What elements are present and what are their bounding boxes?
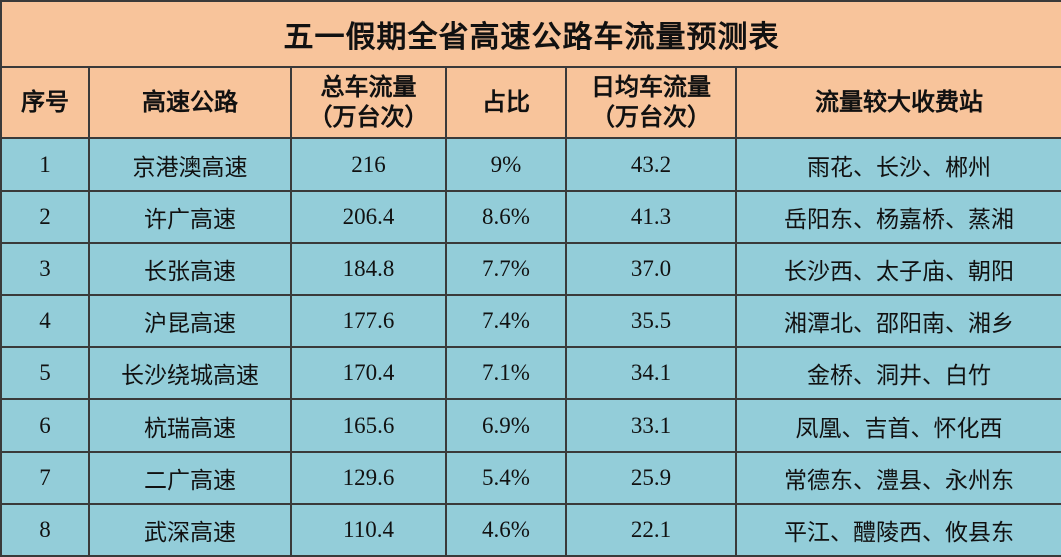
data-cell: 6 bbox=[0, 398, 90, 453]
data-cell: 沪昆高速 bbox=[88, 294, 292, 349]
data-cell: 岳阳东、杨嘉桥、蒸湘 bbox=[735, 189, 1061, 244]
data-cell: 凤凰、吉首、怀化西 bbox=[735, 398, 1061, 453]
data-cell: 9% bbox=[445, 137, 567, 192]
data-row: 7 二广高速 129.6 5.4% 25.9 常德东、澧县、永州东 bbox=[0, 450, 1061, 505]
data-cell: 5.4% bbox=[445, 450, 567, 505]
data-row: 2 许广高速 206.4 8.6% 41.3 岳阳东、杨嘉桥、蒸湘 bbox=[0, 189, 1061, 244]
header-unit: （万台次） bbox=[308, 104, 429, 131]
header-cell: 序号 bbox=[0, 66, 90, 140]
data-cell: 8 bbox=[0, 502, 90, 557]
header-cell: 流量较大收费站 bbox=[735, 66, 1061, 140]
data-cell: 杭瑞高速 bbox=[88, 398, 292, 453]
data-cell: 7.1% bbox=[445, 346, 567, 401]
header-cell: 占比 bbox=[445, 66, 567, 140]
data-cell: 平江、醴陵西、攸县东 bbox=[735, 502, 1061, 557]
data-cell: 武深高速 bbox=[88, 502, 292, 557]
data-cell: 216 bbox=[290, 137, 447, 192]
data-cell: 22.1 bbox=[565, 502, 737, 557]
data-cell: 25.9 bbox=[565, 450, 737, 505]
data-cell: 3 bbox=[0, 241, 90, 297]
data-cell: 长张高速 bbox=[88, 241, 292, 297]
data-cell: 177.6 bbox=[290, 294, 447, 349]
data-cell: 湘潭北、邵阳南、湘乡 bbox=[735, 294, 1061, 349]
data-cell: 二广高速 bbox=[88, 450, 292, 505]
data-cell: 7 bbox=[0, 450, 90, 505]
header-cell: 高速公路 bbox=[88, 66, 292, 140]
data-cell: 4.6% bbox=[445, 502, 567, 557]
data-cell: 8.6% bbox=[445, 189, 567, 244]
data-cell: 35.5 bbox=[565, 294, 737, 349]
data-cell: 1 bbox=[0, 137, 90, 192]
header-row: 序号 高速公路 总车流量 （万台次） 占比 日均车流量 （万台次） 流量较大收费站 bbox=[0, 66, 1061, 140]
data-cell: 常德东、澧县、永州东 bbox=[735, 450, 1061, 505]
data-row: 3 长张高速 184.8 7.7% 37.0 长沙西、太子庙、朝阳 bbox=[0, 241, 1061, 297]
data-cell: 雨花、长沙、郴州 bbox=[735, 137, 1061, 192]
data-cell: 170.4 bbox=[290, 346, 447, 401]
data-row: 8 武深高速 110.4 4.6% 22.1 平江、醴陵西、攸县东 bbox=[0, 502, 1061, 557]
data-cell: 长沙绕城高速 bbox=[88, 346, 292, 401]
header-unit: （万台次） bbox=[591, 104, 711, 131]
data-cell: 33.1 bbox=[565, 398, 737, 453]
data-cell: 许广高速 bbox=[88, 189, 292, 244]
data-cell: 长沙西、太子庙、朝阳 bbox=[735, 241, 1061, 297]
header-text: 日均车流量 bbox=[591, 74, 711, 101]
header-cell: 日均车流量 （万台次） bbox=[565, 66, 737, 140]
data-cell: 129.6 bbox=[290, 450, 447, 505]
header-text: 总车流量 bbox=[320, 74, 417, 101]
data-cell: 41.3 bbox=[565, 189, 737, 244]
table-title: 五一假期全省高速公路车流量预测表 bbox=[0, 0, 1061, 69]
data-cell: 金桥、洞井、白竹 bbox=[735, 346, 1061, 401]
data-row: 1 京港澳高速 216 9% 43.2 雨花、长沙、郴州 bbox=[0, 137, 1061, 192]
data-cell: 206.4 bbox=[290, 189, 447, 244]
data-cell: 7.7% bbox=[445, 241, 567, 297]
data-row: 6 杭瑞高速 165.6 6.9% 33.1 凤凰、吉首、怀化西 bbox=[0, 398, 1061, 453]
data-row: 4 沪昆高速 177.6 7.4% 35.5 湘潭北、邵阳南、湘乡 bbox=[0, 294, 1061, 349]
data-cell: 7.4% bbox=[445, 294, 567, 349]
data-cell: 5 bbox=[0, 346, 90, 401]
header-cell: 总车流量 （万台次） bbox=[290, 66, 447, 140]
data-cell: 京港澳高速 bbox=[88, 137, 292, 192]
data-row: 5 长沙绕城高速 170.4 7.1% 34.1 金桥、洞井、白竹 bbox=[0, 346, 1061, 401]
data-cell: 4 bbox=[0, 294, 90, 349]
data-cell: 37.0 bbox=[565, 241, 737, 297]
data-cell: 6.9% bbox=[445, 398, 567, 453]
data-cell: 2 bbox=[0, 189, 90, 244]
data-cell: 43.2 bbox=[565, 137, 737, 192]
data-cell: 110.4 bbox=[290, 502, 447, 557]
data-cell: 184.8 bbox=[290, 241, 447, 297]
data-cell: 34.1 bbox=[565, 346, 737, 401]
data-cell: 165.6 bbox=[290, 398, 447, 453]
